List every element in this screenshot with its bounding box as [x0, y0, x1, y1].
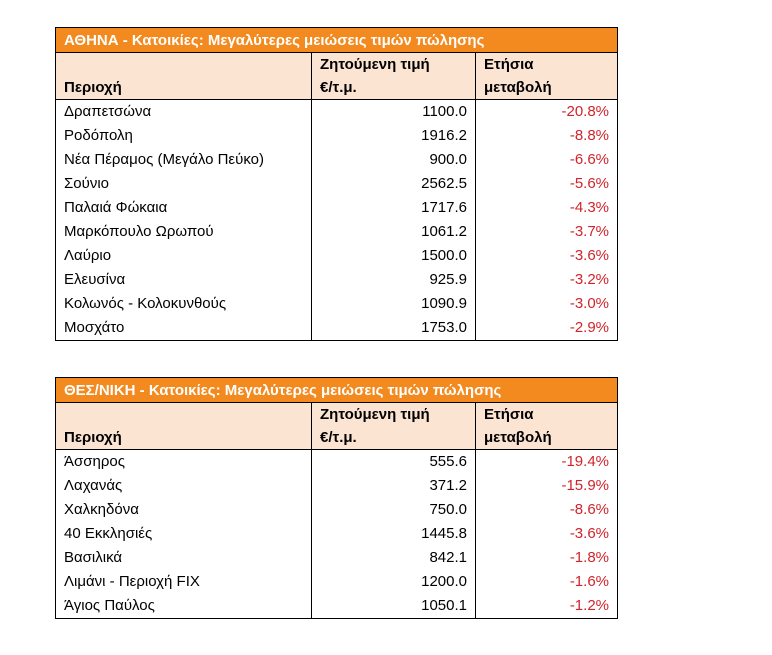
change-cell: -3.6% — [475, 522, 618, 546]
table-row: 40 Εκκλησιές 1445.8 -3.6% — [55, 522, 618, 546]
table-row: Βασιλικά 842.1 -1.8% — [55, 546, 618, 570]
table-title: ΘΕΣ/ΝΙΚΗ - Κατοικίες: Μεγαλύτερες μειώσε… — [55, 377, 618, 403]
region-cell: Κολωνός - Κολοκυνθούς — [55, 292, 312, 316]
price-cell: 2562.5 — [311, 172, 476, 196]
region-cell: Μαρκόπουλο Ωρωπού — [55, 220, 312, 244]
column-header-change: Ετήσια μεταβολή — [474, 52, 619, 100]
change-cell: -3.6% — [474, 244, 619, 268]
table-header-row: Περιοχή Ζητούμενη τιμή €/τ.μ. Ετήσια μετ… — [55, 402, 618, 450]
region-cell: Λιμάνι - Περιοχή FIX — [55, 570, 312, 594]
region-cell: Νέα Πέραμος (Μεγάλο Πεύκο) — [55, 148, 312, 172]
column-header-price-line2: €/τ.μ. — [320, 429, 357, 446]
region-cell: Μοσχάτο — [55, 316, 312, 341]
change-cell: -1.8% — [475, 546, 618, 570]
table-row: Κολωνός - Κολοκυνθούς 1090.9 -3.0% — [55, 292, 619, 316]
column-header-change-line2: μεταβολή — [484, 79, 552, 96]
table-row: Άσσηρος 555.6 -19.4% — [55, 449, 618, 474]
price-cell: 900.0 — [311, 148, 476, 172]
column-header-price-line1: Ζητούμενη τιμή — [320, 406, 430, 423]
price-cell: 1050.1 — [311, 594, 476, 619]
table-row: Παλαιά Φώκαια 1717.6 -4.3% — [55, 196, 619, 220]
region-cell: Βασιλικά — [55, 546, 312, 570]
price-cell: 1445.8 — [311, 522, 476, 546]
price-cell: 1717.6 — [311, 196, 476, 220]
change-cell: -20.8% — [474, 99, 619, 124]
column-header-change-line1: Ετήσια — [484, 56, 534, 73]
change-cell: -8.6% — [475, 498, 618, 522]
table-row: Ελευσίνα 925.9 -3.2% — [55, 268, 619, 292]
table-title: ΑΘΗΝΑ - Κατοικίες: Μεγαλύτερες μειώσεις … — [54, 27, 619, 53]
price-cell: 1100.0 — [311, 99, 476, 124]
column-header-price: Ζητούμενη τιμή €/τ.μ. — [311, 52, 476, 100]
table-row: Λιμάνι - Περιοχή FIX 1200.0 -1.6% — [55, 570, 618, 594]
table-row: Χαλκηδόνα 750.0 -8.6% — [55, 498, 618, 522]
table-row: Δραπετσώνα 1100.0 -20.8% — [55, 99, 619, 124]
region-cell: Λαχανάς — [55, 474, 312, 498]
table-row: Μοσχάτο 1753.0 -2.9% — [55, 316, 619, 341]
price-cell: 1200.0 — [311, 570, 476, 594]
table-title-row: ΑΘΗΝΑ - Κατοικίες: Μεγαλύτερες μειώσεις … — [54, 27, 619, 53]
region-cell: Σούνιο — [55, 172, 312, 196]
price-cell: 555.6 — [311, 449, 476, 474]
table-row: Λαχανάς 371.2 -15.9% — [55, 474, 618, 498]
table-row: Λαύριο 1500.0 -3.6% — [55, 244, 619, 268]
change-cell: -19.4% — [475, 449, 618, 474]
region-cell: Χαλκηδόνα — [55, 498, 312, 522]
column-header-change-line2: μεταβολή — [484, 429, 552, 446]
change-cell: -3.2% — [474, 268, 619, 292]
price-cell: 1090.9 — [311, 292, 476, 316]
price-cell: 925.9 — [311, 268, 476, 292]
column-header-price-line2: €/τ.μ. — [320, 79, 357, 96]
change-cell: -15.9% — [475, 474, 618, 498]
change-cell: -3.7% — [474, 220, 619, 244]
change-cell: -2.9% — [474, 316, 619, 341]
thessaloniki-price-table: ΘΕΣ/ΝΙΚΗ - Κατοικίες: Μεγαλύτερες μειώσε… — [55, 377, 618, 619]
table-row: Άγιος Παύλος 1050.1 -1.2% — [55, 594, 618, 619]
column-header-change-line1: Ετήσια — [484, 406, 534, 423]
price-cell: 1061.2 — [311, 220, 476, 244]
region-cell: Άσσηρος — [55, 449, 312, 474]
column-header-price: Ζητούμενη τιμή €/τ.μ. — [311, 402, 476, 450]
price-cell: 1753.0 — [311, 316, 476, 341]
region-cell: Δραπετσώνα — [55, 99, 312, 124]
change-cell: -5.6% — [474, 172, 619, 196]
region-cell: Ελευσίνα — [55, 268, 312, 292]
column-header-change: Ετήσια μεταβολή — [475, 402, 618, 450]
change-cell: -1.2% — [475, 594, 618, 619]
table-header-row: Περιοχή Ζητούμενη τιμή €/τ.μ. Ετήσια μετ… — [55, 52, 619, 100]
athens-price-table: ΑΘΗΝΑ - Κατοικίες: Μεγαλύτερες μειώσεις … — [54, 27, 619, 341]
table-row: Σούνιο 2562.5 -5.6% — [55, 172, 619, 196]
column-header-price-line1: Ζητούμενη τιμή — [320, 56, 430, 73]
change-cell: -6.6% — [474, 148, 619, 172]
price-cell: 750.0 — [311, 498, 476, 522]
column-header-region: Περιοχή — [55, 52, 312, 100]
price-cell: 1500.0 — [311, 244, 476, 268]
table-row: Μαρκόπουλο Ωρωπού 1061.2 -3.7% — [55, 220, 619, 244]
region-cell: 40 Εκκλησιές — [55, 522, 312, 546]
change-cell: -8.8% — [474, 124, 619, 148]
price-cell: 1916.2 — [311, 124, 476, 148]
table-row: Νέα Πέραμος (Μεγάλο Πεύκο) 900.0 -6.6% — [55, 148, 619, 172]
column-header-region: Περιοχή — [55, 402, 312, 450]
table-row: Ροδόπολη 1916.2 -8.8% — [55, 124, 619, 148]
price-cell: 842.1 — [311, 546, 476, 570]
change-cell: -3.0% — [474, 292, 619, 316]
region-cell: Λαύριο — [55, 244, 312, 268]
change-cell: -4.3% — [474, 196, 619, 220]
region-cell: Ροδόπολη — [55, 124, 312, 148]
table-title-row: ΘΕΣ/ΝΙΚΗ - Κατοικίες: Μεγαλύτερες μειώσε… — [55, 377, 618, 403]
price-cell: 371.2 — [311, 474, 476, 498]
region-cell: Παλαιά Φώκαια — [55, 196, 312, 220]
region-cell: Άγιος Παύλος — [55, 594, 312, 619]
change-cell: -1.6% — [475, 570, 618, 594]
